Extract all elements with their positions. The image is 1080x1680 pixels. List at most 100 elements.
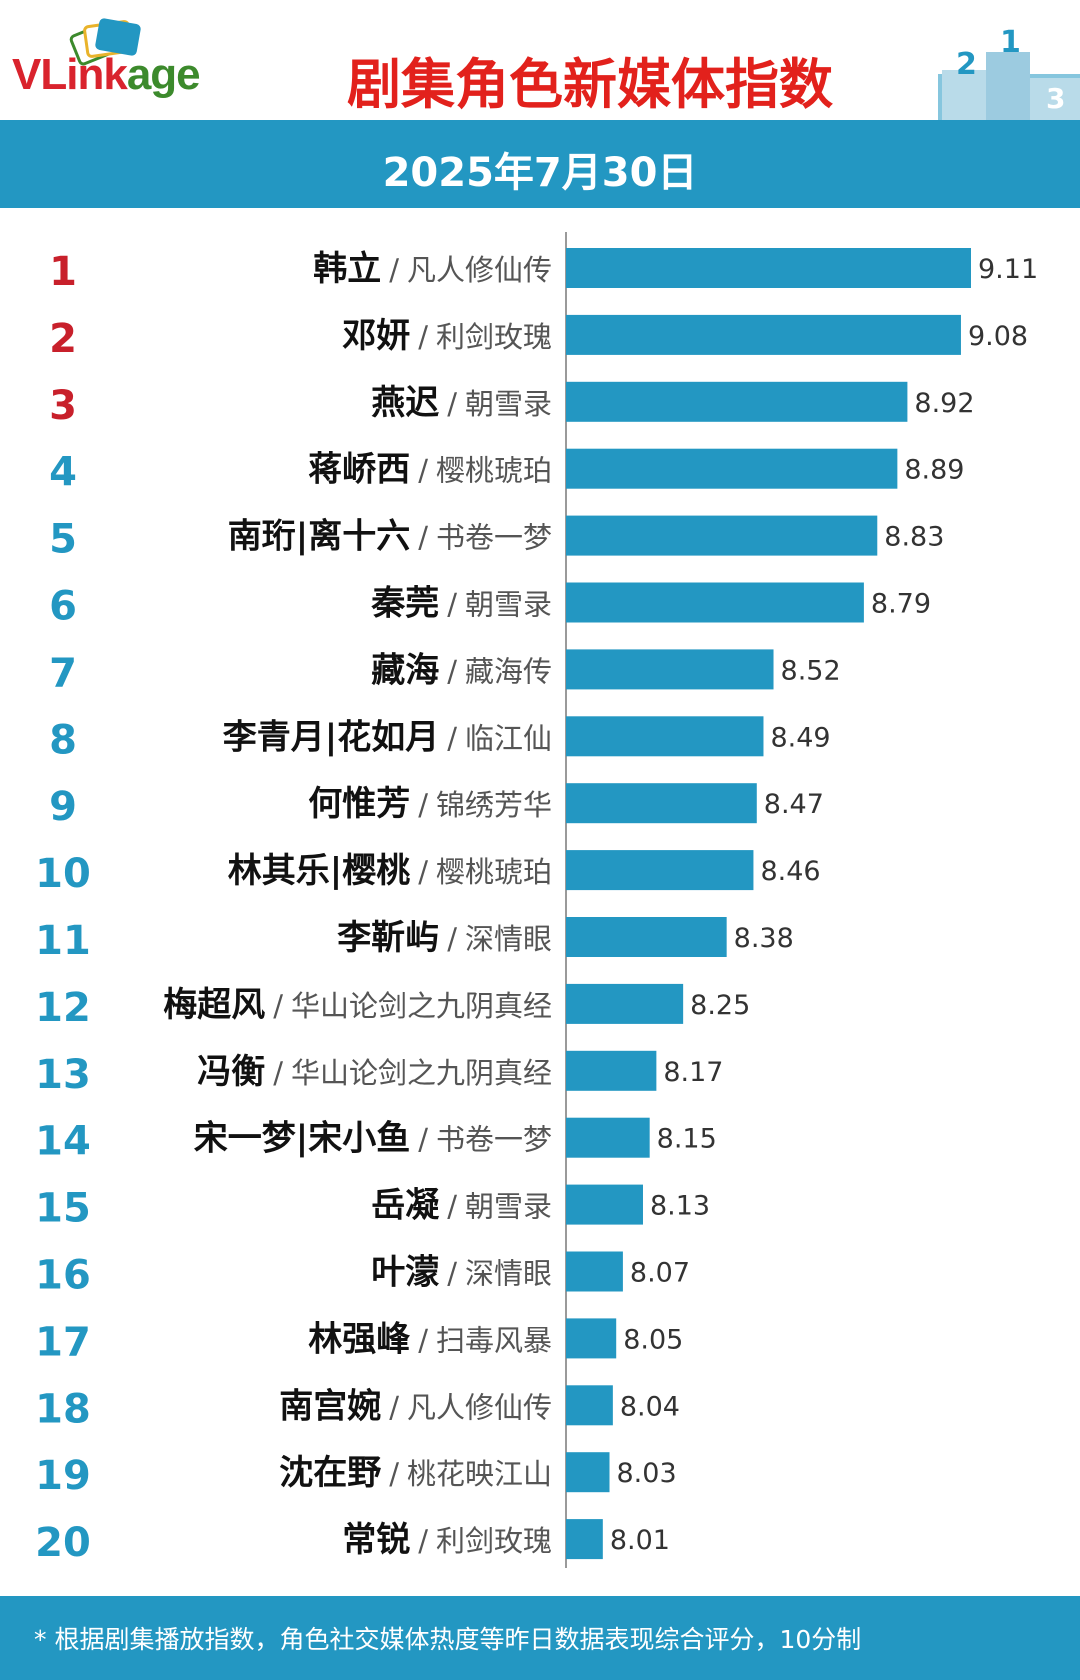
rank-label: 5 [49, 517, 77, 563]
bar [566, 783, 757, 824]
bar [566, 1452, 610, 1493]
chart-row: 15 岳凝 / 朝雪录 8.13 [35, 1184, 710, 1232]
chart-row: 14 宋一梦|宋小鱼 / 书卷一梦 8.15 [35, 1117, 717, 1165]
drama-name: 桃花映江山 [407, 1457, 552, 1491]
separator-label: / [447, 588, 457, 622]
category-label: 梅超风 / 华山论剑之九阴真经 [163, 985, 552, 1025]
bar [566, 1385, 613, 1426]
separator-label: / [418, 1323, 428, 1357]
value-label: 8.15 [657, 1124, 717, 1155]
value-label: 9.08 [968, 321, 1028, 352]
value-label: 8.25 [690, 990, 750, 1021]
podium-label-3: 3 [1046, 82, 1065, 115]
chart-row: 11 李靳屿 / 深情眼 8.38 [35, 917, 794, 964]
category-label: 南珩|离十六 / 书卷一梦 [228, 517, 552, 557]
chart-row: 16 叶濛 / 深情眼 8.07 [35, 1251, 690, 1299]
character-name: 沈在野 [279, 1453, 381, 1493]
category-label: 南宫婉 / 凡人修仙传 [279, 1386, 552, 1426]
value-label: 8.03 [617, 1458, 677, 1489]
category-label: 林强峰 / 扫毒风暴 [308, 1319, 552, 1359]
podium-label-1: 1 [1000, 25, 1021, 60]
rank-label: 17 [35, 1319, 91, 1365]
bar [566, 448, 898, 489]
value-label: 8.92 [914, 388, 974, 419]
drama-name: 深情眼 [465, 1257, 552, 1291]
header: VLinkage 剧集角色新媒体指数 2 1 3 [0, 0, 1080, 120]
rank-label: 7 [49, 650, 77, 696]
character-name: 林其乐|樱桃 [228, 851, 410, 891]
chart-row: 10 林其乐|樱桃 / 樱桃琥珀 8.46 [35, 850, 821, 897]
separator-label: / [389, 1457, 399, 1491]
chart-row: 17 林强峰 / 扫毒风暴 8.05 [35, 1318, 683, 1365]
bar [566, 314, 961, 355]
rank-label: 14 [35, 1119, 91, 1165]
drama-name: 朝雪录 [465, 1190, 552, 1224]
character-name: 岳凝 [371, 1186, 439, 1226]
rank-label: 15 [35, 1186, 91, 1232]
drama-name: 深情眼 [465, 922, 552, 956]
character-name: 燕迟 [371, 383, 439, 423]
category-label: 岳凝 / 朝雪录 [371, 1186, 552, 1226]
separator-label: / [447, 654, 457, 688]
separator-label: / [447, 721, 457, 755]
rank-label: 10 [35, 851, 91, 897]
bar [566, 917, 727, 957]
bar [566, 582, 864, 623]
bar [566, 248, 971, 288]
logo-link: Link [40, 50, 127, 99]
separator-label: / [418, 320, 428, 354]
bar [566, 850, 754, 891]
rank-label: 12 [35, 985, 91, 1031]
character-name: 南宫婉 [279, 1386, 381, 1426]
value-label: 8.89 [904, 455, 964, 486]
chart-row: 19 沈在野 / 桃花映江山 8.03 [35, 1452, 677, 1499]
bar [566, 1184, 643, 1225]
category-label: 蒋峤西 / 樱桃琥珀 [308, 450, 552, 490]
category-label: 秦莞 / 朝雪录 [370, 584, 552, 624]
category-label: 常锐 / 利剑玫瑰 [342, 1520, 552, 1560]
rank-label: 19 [35, 1453, 91, 1499]
date-band: 2025年7月30日 [0, 120, 1080, 208]
character-name: 南珩|离十六 [228, 517, 410, 557]
footer: * 根据剧集播放指数，角色社交媒体热度等昨日数据表现综合评分，10分制 [0, 1596, 1080, 1680]
bar [566, 1318, 617, 1359]
value-label: 8.01 [610, 1525, 670, 1556]
drama-name: 凡人修仙传 [407, 253, 552, 287]
category-label: 宋一梦|宋小鱼 / 书卷一梦 [194, 1119, 552, 1159]
character-name: 常锐 [342, 1520, 410, 1560]
value-label: 8.13 [650, 1191, 710, 1222]
drama-name: 朝雪录 [465, 588, 552, 622]
drama-name: 锦绣芳华 [436, 788, 552, 822]
value-label: 8.04 [620, 1391, 680, 1422]
category-label: 李靳屿 / 深情眼 [337, 918, 552, 958]
category-label: 冯衡 / 华山论剑之九阴真经 [197, 1052, 552, 1092]
drama-name: 樱桃琥珀 [436, 855, 552, 889]
drama-name: 临江仙 [465, 721, 552, 755]
bar [566, 1519, 603, 1560]
bar [566, 649, 774, 690]
separator-label: / [418, 855, 428, 889]
separator-label: / [447, 387, 457, 421]
drama-name: 朝雪录 [465, 387, 552, 421]
character-name: 梅超风 [163, 985, 265, 1025]
value-label: 8.38 [734, 923, 794, 954]
bar [566, 716, 764, 757]
character-name: 藏海 [371, 650, 439, 690]
logo-age: age [126, 50, 201, 99]
separator-label: / [447, 1257, 457, 1291]
vlinkage-logo: VLinkage [12, 14, 242, 104]
value-label: 8.79 [871, 589, 931, 620]
value-label: 8.83 [884, 522, 944, 553]
separator-label: / [418, 1123, 428, 1157]
separator-label: / [273, 989, 283, 1023]
drama-name: 利剑玫瑰 [436, 1524, 552, 1558]
logo-cards-icon [69, 18, 141, 66]
rank-label: 11 [35, 918, 91, 964]
rank-label: 1 [49, 249, 77, 295]
rank-label: 18 [35, 1386, 91, 1432]
podium-icon: 2 1 3 [938, 25, 1080, 120]
character-name: 蒋峤西 [308, 450, 410, 490]
chart-rows: 1 韩立 / 凡人修仙传 9.112 邓妍 / 利剑玫瑰 9.083 燕迟 / 朝雪录 8.924 蒋峤西… [35, 248, 1038, 1566]
rank-label: 2 [49, 316, 77, 362]
separator-label: / [389, 253, 399, 287]
